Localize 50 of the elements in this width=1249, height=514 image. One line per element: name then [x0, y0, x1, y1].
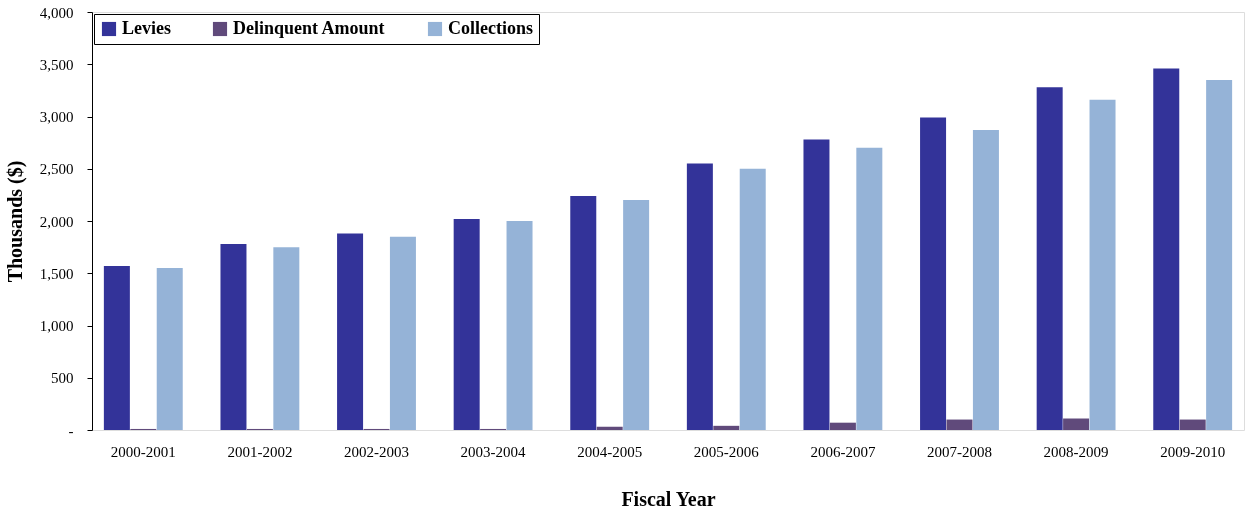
bar	[1206, 79, 1233, 430]
x-tick-label: 2006-2007	[810, 443, 876, 460]
x-tick-label: 2000-2001	[110, 443, 176, 460]
bar	[623, 200, 650, 430]
bar	[570, 195, 597, 430]
x-tick-label: 2005-2006	[693, 443, 760, 460]
bar	[972, 130, 999, 430]
x-axis-title: Fiscal Year	[621, 487, 716, 510]
x-tick-label: 2009-2010	[1160, 443, 1226, 460]
bar	[156, 268, 183, 430]
x-tick-label: 2003-2004	[460, 443, 527, 460]
x-tick-label: 2008-2009	[1043, 443, 1109, 460]
bar	[803, 139, 830, 430]
bar	[453, 218, 480, 430]
x-tick-label: 2001-2002	[227, 443, 293, 460]
bar	[1153, 68, 1180, 430]
bar	[713, 425, 740, 430]
legend-label: Delinquent Amount	[233, 18, 385, 38]
y-tick-label: 2,500	[39, 161, 74, 178]
bar	[389, 236, 416, 430]
bar	[686, 163, 713, 430]
x-tick-label: 2007-2008	[927, 443, 992, 460]
y-tick-label: 1,000	[39, 318, 74, 334]
bar	[1089, 99, 1116, 430]
x-tick-label: 2002-2003	[344, 443, 409, 460]
bar	[1179, 419, 1206, 430]
bar	[506, 221, 533, 430]
legend-label: Collections	[448, 18, 533, 38]
legend-label: Levies	[122, 18, 171, 38]
bar	[829, 422, 856, 430]
bar	[220, 243, 247, 430]
bar	[946, 419, 973, 430]
y-tick-label: 2,000	[39, 213, 74, 230]
bar	[920, 117, 947, 430]
bar	[739, 168, 766, 430]
bar	[273, 247, 300, 430]
y-tick-label: 4,000	[39, 4, 74, 21]
bar	[1036, 87, 1063, 430]
y-tick-label: -	[68, 422, 74, 439]
y-tick-label: 3,000	[39, 109, 74, 125]
bar	[103, 265, 130, 430]
y-tick-label: 1,500	[39, 265, 74, 282]
y-axis-title: Thousands ($)	[3, 160, 27, 283]
bar	[596, 426, 623, 430]
bar	[856, 147, 883, 430]
y-tick-label: 500	[51, 370, 74, 387]
x-tick-label: 2004-2005	[577, 443, 643, 460]
y-tick-label: 3,500	[39, 56, 74, 73]
bar	[1063, 418, 1090, 430]
bar	[337, 233, 364, 430]
